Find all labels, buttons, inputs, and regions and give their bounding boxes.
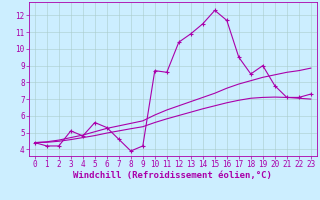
X-axis label: Windchill (Refroidissement éolien,°C): Windchill (Refroidissement éolien,°C) bbox=[73, 171, 272, 180]
